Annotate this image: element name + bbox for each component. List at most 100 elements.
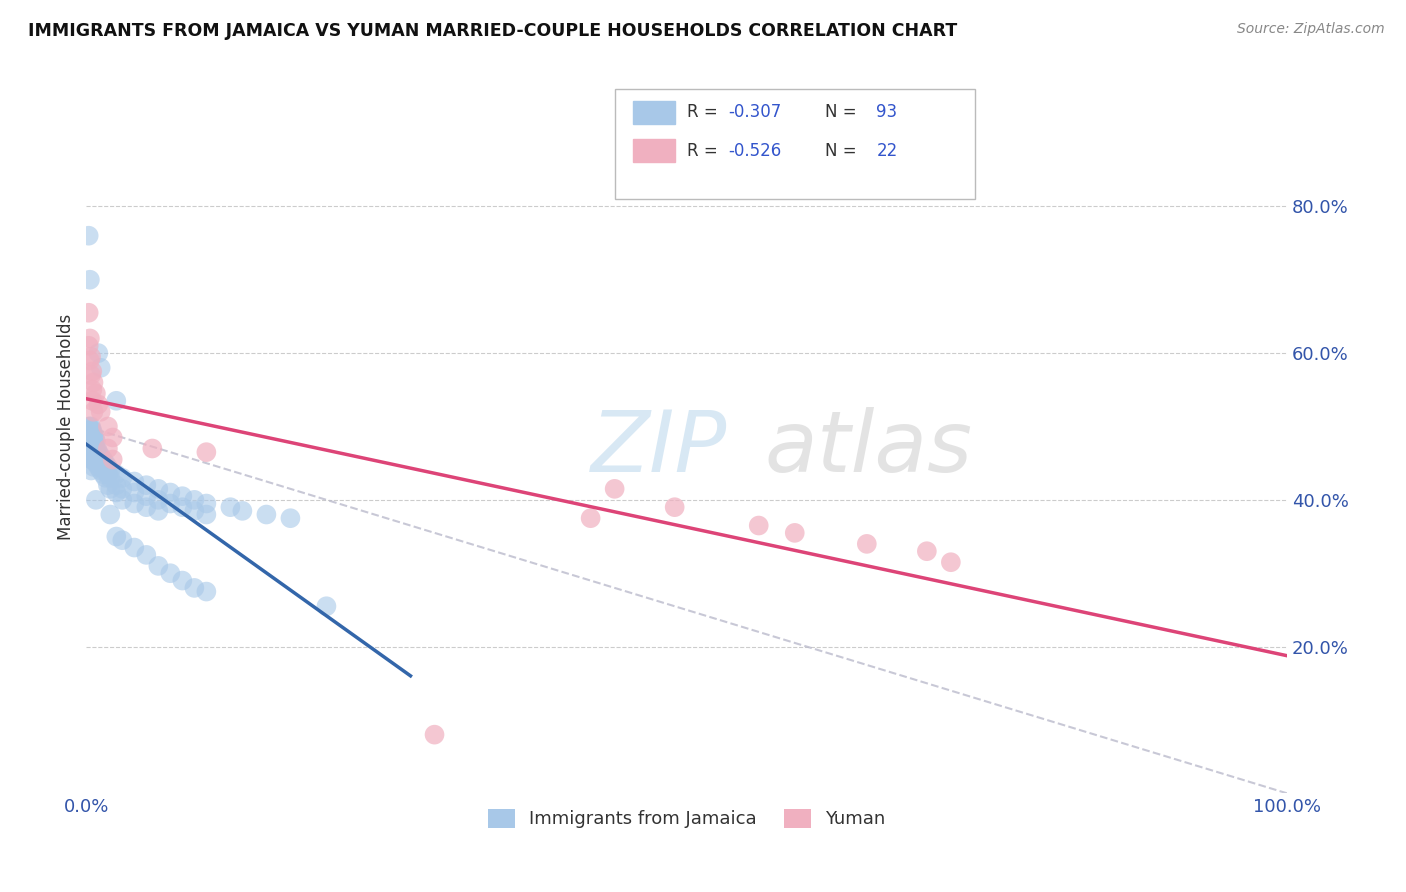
Point	[105, 529, 128, 543]
Point	[82, 434, 104, 449]
Point	[105, 478, 128, 492]
Point	[77, 339, 100, 353]
Point	[77, 434, 100, 449]
Point	[80, 350, 103, 364]
Point	[159, 496, 181, 510]
Point	[90, 456, 112, 470]
Point	[79, 445, 101, 459]
Point	[82, 405, 104, 419]
Point	[79, 442, 101, 456]
Point	[87, 346, 110, 360]
Point	[84, 492, 107, 507]
Y-axis label: Married-couple Households: Married-couple Households	[58, 313, 75, 540]
Point	[254, 508, 277, 522]
Point	[280, 511, 302, 525]
Point	[101, 452, 124, 467]
Point	[79, 434, 101, 449]
Point	[87, 397, 110, 411]
Point	[939, 555, 962, 569]
Point	[84, 449, 107, 463]
Point	[82, 383, 104, 397]
Point	[84, 434, 107, 449]
Point	[195, 445, 218, 459]
Point	[82, 426, 104, 441]
Point	[111, 533, 134, 548]
Point	[148, 504, 170, 518]
Point	[94, 471, 117, 485]
Point	[172, 574, 194, 588]
Point	[82, 364, 104, 378]
Point	[79, 449, 101, 463]
Point	[135, 500, 157, 515]
Point	[195, 584, 218, 599]
Point	[915, 544, 938, 558]
Point	[97, 478, 120, 492]
Point	[82, 445, 104, 459]
Point	[83, 452, 105, 467]
Point	[83, 445, 105, 459]
Point	[77, 426, 100, 441]
Text: atlas: atlas	[765, 407, 973, 490]
Text: R =: R =	[686, 103, 723, 121]
Text: ZIP: ZIP	[591, 407, 727, 490]
Point	[80, 442, 103, 456]
Point	[97, 419, 120, 434]
Point	[82, 393, 104, 408]
Legend: Immigrants from Jamaica, Yuman: Immigrants from Jamaica, Yuman	[481, 802, 893, 836]
Point	[84, 442, 107, 456]
Point	[79, 438, 101, 452]
Text: IMMIGRANTS FROM JAMAICA VS YUMAN MARRIED-COUPLE HOUSEHOLDS CORRELATION CHART: IMMIGRANTS FROM JAMAICA VS YUMAN MARRIED…	[28, 22, 957, 40]
Point	[82, 426, 104, 441]
Point	[664, 500, 686, 515]
Point	[80, 434, 103, 449]
Point	[80, 368, 103, 383]
Point	[87, 459, 110, 474]
Point	[87, 445, 110, 459]
Point	[80, 423, 103, 437]
Point	[423, 728, 446, 742]
Point	[90, 360, 112, 375]
Point	[183, 492, 205, 507]
Point	[105, 485, 128, 500]
Text: 22: 22	[876, 142, 897, 160]
Point	[77, 228, 100, 243]
Point	[101, 430, 124, 444]
Point	[172, 500, 194, 515]
Point	[82, 452, 104, 467]
Point	[783, 525, 806, 540]
Point	[111, 482, 134, 496]
Point	[315, 599, 337, 614]
Point	[159, 566, 181, 581]
Point	[80, 463, 103, 477]
Point	[90, 449, 112, 463]
Point	[195, 496, 218, 510]
Point	[91, 452, 114, 467]
Point	[98, 471, 121, 485]
Point	[141, 442, 163, 456]
Point	[86, 449, 108, 463]
Point	[80, 438, 103, 452]
Point	[97, 467, 120, 482]
Point	[87, 452, 110, 467]
Point	[98, 463, 121, 477]
Point	[82, 442, 104, 456]
Point	[79, 273, 101, 287]
Point	[77, 306, 100, 320]
Point	[94, 456, 117, 470]
Point	[80, 426, 103, 441]
Point	[148, 558, 170, 573]
Bar	[614, 89, 974, 199]
Point	[98, 508, 121, 522]
Text: -0.526: -0.526	[728, 142, 782, 160]
Text: N =: N =	[825, 103, 862, 121]
Point	[159, 485, 181, 500]
Point	[195, 508, 218, 522]
Point	[80, 430, 103, 444]
Point	[79, 426, 101, 441]
Point	[856, 537, 879, 551]
Text: 93: 93	[876, 103, 897, 121]
Point	[79, 331, 101, 345]
Text: -0.307: -0.307	[728, 103, 782, 121]
Point	[105, 393, 128, 408]
Point	[80, 445, 103, 459]
